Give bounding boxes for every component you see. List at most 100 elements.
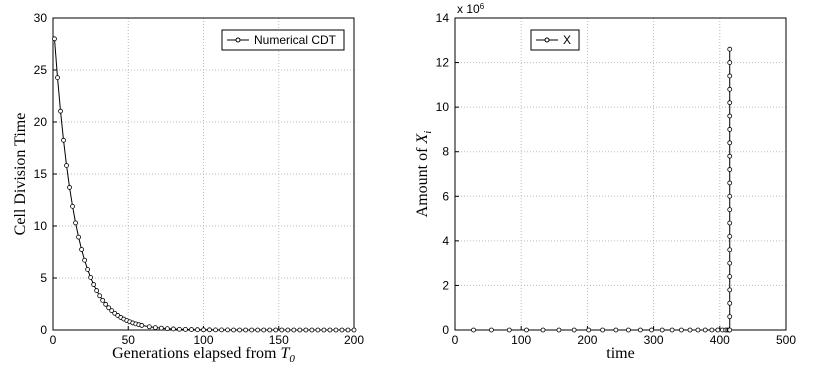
x-tick-label: 0 <box>452 333 459 347</box>
data-point <box>727 100 733 106</box>
multiplier-text: x 10 <box>457 2 480 16</box>
y-tick-label: 6 <box>442 189 449 203</box>
data-point <box>273 327 279 333</box>
legend: Numerical CDT <box>221 29 345 51</box>
data-point <box>679 327 684 333</box>
data-point <box>85 267 91 272</box>
data-point <box>100 297 106 303</box>
data-point <box>727 167 733 172</box>
axis-label: time <box>606 345 634 362</box>
data-point <box>225 327 230 333</box>
data-point <box>727 86 733 92</box>
legend-marker <box>544 37 550 43</box>
data-point <box>727 233 733 239</box>
data-point <box>91 282 97 287</box>
data-point <box>146 324 152 330</box>
y-tick-label: 10 <box>436 100 450 114</box>
y-tick-label: 25 <box>34 63 48 77</box>
data-point <box>88 275 94 280</box>
legend-label: X <box>563 33 571 47</box>
data-point <box>727 260 733 266</box>
label-text: time <box>606 345 634 362</box>
axis-label: Amount of Xi <box>414 131 434 218</box>
data-point <box>70 203 75 209</box>
x-tick-label: 500 <box>776 333 796 347</box>
data-point <box>727 127 733 132</box>
y-tick-label: 30 <box>34 11 48 25</box>
data-point <box>183 326 188 332</box>
data-point <box>255 327 261 333</box>
legend-frame <box>221 29 345 51</box>
data-point <box>695 327 701 333</box>
data-point <box>213 327 218 333</box>
data-point <box>345 327 351 333</box>
y-tick-label: 0 <box>40 323 47 337</box>
data-point <box>715 327 721 333</box>
data-point <box>207 327 212 333</box>
data-point <box>103 301 109 307</box>
x-tick-label: 200 <box>577 333 597 347</box>
data-point <box>94 288 100 293</box>
data-point <box>571 327 577 333</box>
data-point <box>303 327 309 333</box>
data-point <box>61 137 66 143</box>
data-point <box>139 323 145 328</box>
data-point <box>727 287 733 293</box>
y-tick-label: 15 <box>34 167 48 181</box>
data-point <box>97 293 103 299</box>
data-point <box>261 327 267 333</box>
data-point <box>600 327 606 333</box>
data-point <box>540 327 546 333</box>
series-line <box>54 38 354 331</box>
data-point <box>237 327 243 333</box>
label-subscript: 0 <box>289 353 295 365</box>
data-point <box>267 327 273 333</box>
axis-multiplier: x 106 <box>457 2 485 16</box>
x-tick-label: 100 <box>511 333 531 347</box>
data-point <box>727 46 733 52</box>
data-point <box>727 153 733 159</box>
data-point <box>727 60 733 65</box>
data-point <box>309 327 315 333</box>
data-point <box>687 327 693 333</box>
data-point <box>152 325 158 331</box>
data-point <box>55 75 60 80</box>
data-point <box>727 220 733 226</box>
label-symbol: T <box>280 345 290 362</box>
data-point <box>279 327 285 333</box>
data-point <box>76 234 81 240</box>
label-text: Cell Division Time <box>12 113 29 236</box>
x-tick-label: 0 <box>50 333 57 347</box>
x-tick-label: 100 <box>193 333 213 347</box>
label-text: Generations elapsed from <box>112 345 280 362</box>
data-point <box>727 247 733 253</box>
data-point <box>669 327 675 333</box>
data-point <box>351 327 357 333</box>
data-point <box>727 180 733 186</box>
data-point <box>506 327 512 333</box>
y-tick-label: 5 <box>40 271 47 285</box>
data-point <box>489 327 494 333</box>
data-point <box>727 113 733 119</box>
data-point <box>189 327 194 332</box>
data-point <box>586 327 592 333</box>
x-tick-label: 300 <box>644 333 664 347</box>
y-tick-label: 14 <box>436 11 450 25</box>
data-point <box>67 185 72 190</box>
data-point <box>58 108 63 114</box>
data-point <box>285 327 291 333</box>
label-symbol: X <box>414 133 431 145</box>
data-point <box>727 207 733 213</box>
data-point <box>556 327 562 333</box>
y-tick-label: 4 <box>442 234 449 248</box>
data-point <box>649 327 655 333</box>
data-point <box>164 326 170 332</box>
data-point <box>727 193 733 199</box>
label-text: Amount of <box>414 144 431 218</box>
x-tick-label: 400 <box>710 333 730 347</box>
legend-label: Numerical CDT <box>254 33 337 47</box>
data-point <box>64 163 69 168</box>
axis-label: Cell Division Time <box>12 113 29 236</box>
